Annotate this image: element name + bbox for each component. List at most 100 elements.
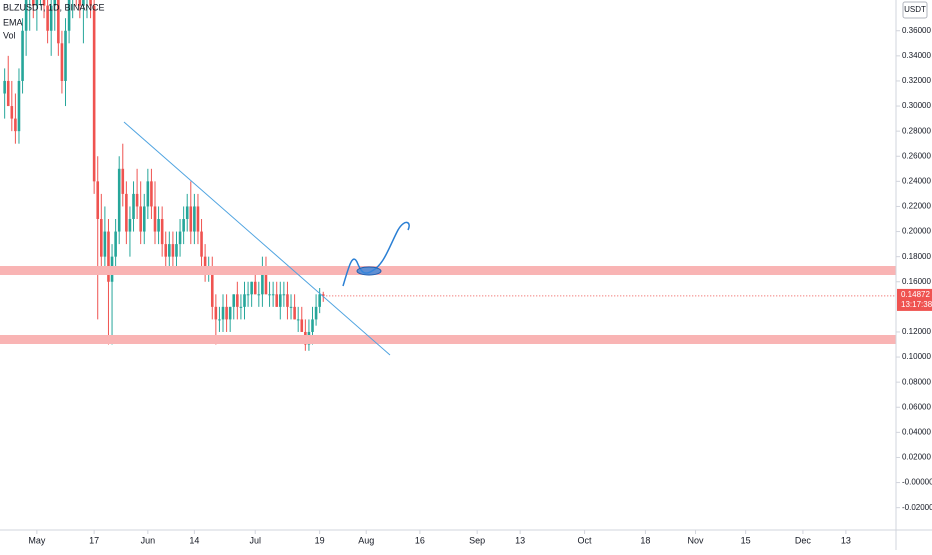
candle-body [318,294,321,307]
candle-body [57,0,60,44]
x-tick-label: Dec [795,535,812,545]
candle-body [153,206,157,232]
candle-body [89,0,92,6]
candle-body [278,294,282,307]
resistance-zone [0,266,896,275]
candle-body [24,0,28,31]
candle-body [268,294,271,296]
x-tick-label: Aug [358,535,374,545]
candle-body [157,219,160,232]
candle-body [64,30,67,81]
candle-body [271,294,275,296]
candle-body [182,219,185,232]
candle-body [293,306,296,320]
candle-body [82,0,85,6]
candle-body [125,193,128,232]
candle-body [132,193,135,220]
candle-body [160,219,164,245]
candle-body [171,244,175,257]
x-tick-label: 15 [741,535,751,545]
candle-body [221,306,225,320]
y-tick-label: 0.06000 [902,402,931,411]
candle-body [189,206,193,232]
x-tick-label: 18 [640,535,650,545]
last-price-badge [897,288,932,311]
candle-body [243,294,246,307]
candle-body [175,244,178,257]
candle-body [103,231,107,257]
y-tick-label: 0.26000 [902,151,931,160]
trendline [123,121,391,356]
candle-body [135,193,139,207]
candle-body [264,269,268,295]
candle-body [311,319,314,332]
candle-body [185,206,189,220]
y-tick-label: 0.10000 [902,352,931,361]
candle-body [42,0,46,6]
candle-body [236,294,239,307]
candle-body [3,80,6,94]
x-tick-label: 16 [415,535,425,545]
candle-body [53,0,57,6]
candle-body [114,231,117,257]
y-tick-label: -0.00000 [902,478,932,487]
candle-body [139,206,142,232]
candle-body [10,106,14,119]
candle-body [67,0,71,31]
candle-body [164,244,168,257]
y-tick-label: 0.22000 [902,202,931,211]
candle-body [121,168,125,194]
candle-body [228,306,232,320]
candle-body [46,5,49,31]
y-tick-label: 0.32000 [902,76,931,85]
y-tick-label: 0.02000 [902,453,931,462]
candle-body [21,30,24,81]
candle-body [35,0,39,6]
candle-body [17,80,21,132]
y-tick-label: 0.28000 [902,126,931,135]
plot-area [3,0,325,351]
candle-body [275,294,279,307]
currency-button[interactable] [902,1,928,19]
candle-body [257,294,261,296]
candle-body [142,206,146,232]
candle-body [100,219,103,257]
candle-body [60,43,64,81]
candle-body [200,231,203,257]
candle-body [250,281,253,295]
x-tick-label: Oct [578,535,593,545]
candle-body [296,319,300,321]
last-price-label: 0.14872 [901,290,930,299]
countdown-label: 13:17:38 [901,300,932,309]
indicator-label: EMA [3,17,23,27]
candle-body [78,0,82,6]
candle-body [150,181,153,207]
x-tick-label: Jun [141,535,156,545]
x-tick-label: 13 [515,535,525,545]
x-tick-label: 17 [89,535,99,545]
y-tick-label: 0.24000 [902,176,931,185]
candle-body [196,206,200,232]
projection-sketch [342,221,410,287]
x-tick-label: May [28,535,46,545]
candle-body [246,294,250,296]
candle-body [6,80,10,107]
target-marker [356,266,382,276]
x-tick-label: 13 [841,535,851,545]
candle-body [31,0,35,6]
candle-body [193,206,196,232]
y-tick-label: 0.16000 [902,277,931,286]
y-tick-label: -0.02000 [902,503,932,512]
candle-body [321,294,325,296]
y-tick-label: 0.20000 [902,227,931,236]
candle-body [289,306,293,308]
candle-body [14,118,17,132]
y-tick-label: 0.36000 [902,26,931,35]
candle-body [168,244,171,257]
y-tick-label: 0.08000 [902,377,931,386]
candle-body [203,256,207,270]
candle-body [92,5,96,182]
candle-body [178,231,182,245]
